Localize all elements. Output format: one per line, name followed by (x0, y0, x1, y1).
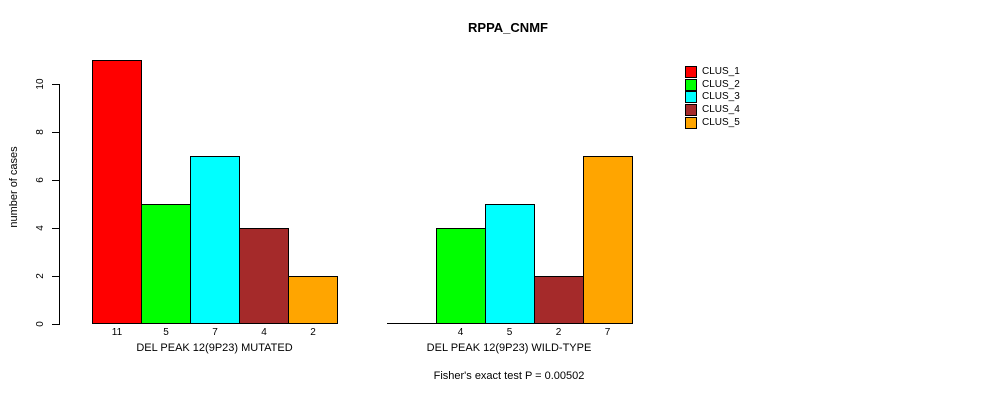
bar-value-label: 5 (163, 327, 169, 338)
bar-value-label: 7 (604, 327, 611, 338)
legend-label: CLUS_5 (702, 116, 740, 128)
bar-value-label: 7 (212, 327, 218, 338)
legend-entry-clus_1: CLUS_1 (685, 66, 740, 78)
legend-label: CLUS_2 (702, 78, 740, 90)
fisher-test-annotation: Fisher's exact test P = 0.00502 (433, 370, 585, 382)
bar-clus_2-group1 (141, 204, 191, 324)
legend: CLUS_1 CLUS_2 CLUS_3 CLUS_4 CLUS_5 (685, 66, 740, 129)
legend-swatch-clus_2 (685, 78, 697, 91)
bar-value-label: 5 (506, 327, 513, 338)
legend-label: CLUS_1 (702, 66, 740, 77)
bar-value-label: 4 (261, 327, 267, 338)
y-axis-tick-label: 6 (35, 177, 46, 183)
bar-value-label: 2 (555, 327, 562, 338)
legend-label: CLUS_4 (702, 104, 740, 116)
y-axis-tick (52, 179, 59, 181)
bar-value-label: 4 (457, 327, 464, 338)
bar-clus_3-group2 (484, 204, 535, 324)
zero-bar-clus_1-group2 (386, 323, 437, 324)
legend-entry-clus_3: CLUS_3 (685, 91, 740, 104)
y-axis-tick-label: 0 (35, 321, 46, 327)
legend-swatch-clus_5 (685, 116, 697, 129)
y-axis-line (59, 84, 60, 325)
bar-clus_4-group2 (533, 276, 584, 324)
group-axis-label: DEL PEAK 12(9P23) WILD-TYPE (426, 342, 592, 354)
bar-value-label: 11 (111, 327, 123, 338)
bar-clus_4-group1 (239, 228, 289, 324)
legend-swatch-clus_4 (685, 104, 697, 117)
legend-entry-clus_4: CLUS_4 (685, 104, 740, 117)
y-axis-tick (52, 83, 59, 85)
y-axis-tick-label: 8 (35, 129, 46, 135)
y-axis-title: number of cases (8, 146, 20, 228)
bar-clus_5-group2 (582, 156, 633, 324)
y-axis-tick-label: 10 (35, 78, 46, 90)
legend-swatch-clus_1 (685, 66, 697, 78)
chart-title: RPPA_CNMF (468, 20, 548, 35)
y-axis-tick (52, 227, 59, 229)
bar-clus_2-group2 (435, 228, 486, 324)
y-axis-tick (52, 323, 59, 325)
y-axis-tick (52, 131, 59, 133)
y-axis-tick-label: 2 (35, 273, 46, 279)
bar-value-label: 2 (310, 327, 316, 338)
bar-clus_5-group1 (288, 276, 338, 324)
bar-clus_1-group1 (92, 60, 142, 324)
legend-entry-clus_5: CLUS_5 (685, 116, 740, 129)
y-axis-tick (52, 275, 59, 277)
legend-entry-clus_2: CLUS_2 (685, 78, 740, 91)
bar-clus_3-group1 (190, 156, 240, 324)
legend-label: CLUS_3 (702, 91, 740, 103)
group-axis-label: DEL PEAK 12(9P23) MUTATED (136, 342, 293, 354)
y-axis-tick-label: 4 (35, 225, 46, 231)
legend-swatch-clus_3 (685, 91, 697, 104)
